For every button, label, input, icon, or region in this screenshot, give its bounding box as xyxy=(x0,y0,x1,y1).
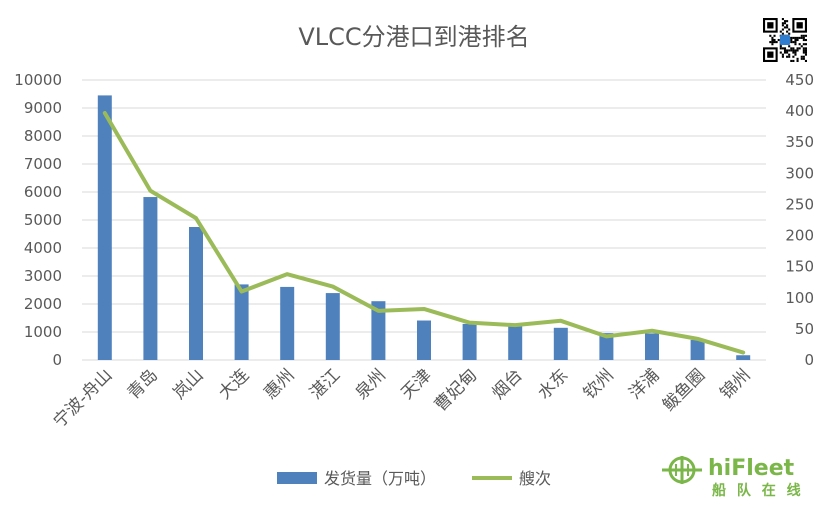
bar xyxy=(462,323,477,360)
line-point xyxy=(560,320,562,322)
x-category-label: 青岛 xyxy=(124,365,162,403)
legend-line-label: 艘次 xyxy=(519,469,551,488)
line-point xyxy=(651,330,653,332)
y-right-tick-label: 450 xyxy=(785,71,814,89)
brand-subtitle: 船 队 在 线 xyxy=(712,482,804,499)
y-left-tick-label: 9000 xyxy=(24,99,62,117)
y-left-tick-label: 10000 xyxy=(14,71,62,89)
bar xyxy=(325,293,340,360)
line-point xyxy=(286,273,288,275)
y-right-tick-label: 250 xyxy=(785,195,814,213)
x-category-label: 大连 xyxy=(215,365,253,403)
y-right-tick-label: 100 xyxy=(785,289,814,307)
legend-bar-swatch xyxy=(277,472,317,484)
x-category-label: 岚山 xyxy=(169,365,207,403)
bar xyxy=(97,95,112,361)
line-series xyxy=(102,110,746,355)
line-point xyxy=(469,322,471,324)
y-right-tick-label: 400 xyxy=(785,102,814,120)
bar xyxy=(736,355,751,360)
y-right-tick-label: 350 xyxy=(785,133,814,151)
x-category-label: 湛江 xyxy=(306,365,344,403)
y-left-tick-label: 8000 xyxy=(24,127,62,145)
y-right-tick-label: 200 xyxy=(785,227,814,245)
line-point xyxy=(195,217,197,219)
bar xyxy=(645,333,659,360)
y-left-tick-label: 0 xyxy=(52,351,62,369)
x-category-label: 惠州 xyxy=(261,365,299,403)
x-category-label: 鲅鱼圈 xyxy=(659,365,709,415)
line-point xyxy=(697,338,699,340)
line-point xyxy=(605,335,607,337)
line-point xyxy=(149,190,151,192)
y-left-tick-label: 6000 xyxy=(24,183,62,201)
x-category-label: 宁波-舟山 xyxy=(50,365,117,432)
x-category-label: 泉州 xyxy=(352,365,390,403)
line-point xyxy=(742,352,744,354)
bar xyxy=(508,325,523,360)
x-category-label: 天津 xyxy=(397,365,435,403)
bar xyxy=(280,286,295,360)
y-right-tick-label: 150 xyxy=(785,258,814,276)
bar xyxy=(143,197,158,360)
y-axis-left: 0 1000 2000 3000 4000 5000 6000 7000 8000 9000 100… xyxy=(14,71,62,369)
y-left-tick-label: 4000 xyxy=(24,239,62,257)
line-point xyxy=(423,308,425,310)
bar xyxy=(234,284,249,360)
y-axis-right: 0 50 100 150 200 250 300 350 400 450 xyxy=(785,71,814,369)
x-category-label: 锦州 xyxy=(717,365,755,403)
y-left-tick-label: 2000 xyxy=(24,295,62,313)
x-category-label: 烟台 xyxy=(489,365,527,403)
line-point xyxy=(241,291,243,293)
hifleet-logo: hiFleet 船 队 在 线 xyxy=(662,456,804,499)
legend: 发货量（万吨） 艘次 xyxy=(277,469,551,488)
y-left-tick-label: 1000 xyxy=(24,323,62,341)
y-left-tick-label: 5000 xyxy=(24,211,62,229)
line-point xyxy=(514,324,516,326)
hifleet-logo-icon xyxy=(662,456,702,484)
chart-title: VLCC分港口到港排名 xyxy=(298,23,529,51)
y-left-tick-label: 3000 xyxy=(24,267,62,285)
x-category-label: 洋浦 xyxy=(625,365,663,403)
bar-series xyxy=(97,95,751,361)
bar xyxy=(690,339,705,360)
legend-bar-label: 发货量（万吨） xyxy=(324,469,436,488)
bar xyxy=(189,227,203,360)
line-point xyxy=(104,112,106,114)
x-category-label: 水东 xyxy=(534,365,572,403)
line-point xyxy=(377,310,379,312)
bar xyxy=(371,301,386,360)
y-right-tick-label: 300 xyxy=(785,164,814,182)
y-right-tick-label: 0 xyxy=(804,351,814,369)
x-category-label: 曹妃甸 xyxy=(431,365,481,415)
bar xyxy=(599,333,614,360)
y-right-tick-label: 50 xyxy=(795,320,814,338)
bar xyxy=(417,320,431,360)
x-category-label: 钦州 xyxy=(580,365,618,403)
qr-code-icon xyxy=(763,18,807,62)
y-left-tick-label: 7000 xyxy=(24,155,62,173)
bar xyxy=(553,327,568,360)
brand-name: hiFleet xyxy=(708,456,795,481)
line-point xyxy=(332,286,334,288)
grid-lines xyxy=(82,79,766,361)
